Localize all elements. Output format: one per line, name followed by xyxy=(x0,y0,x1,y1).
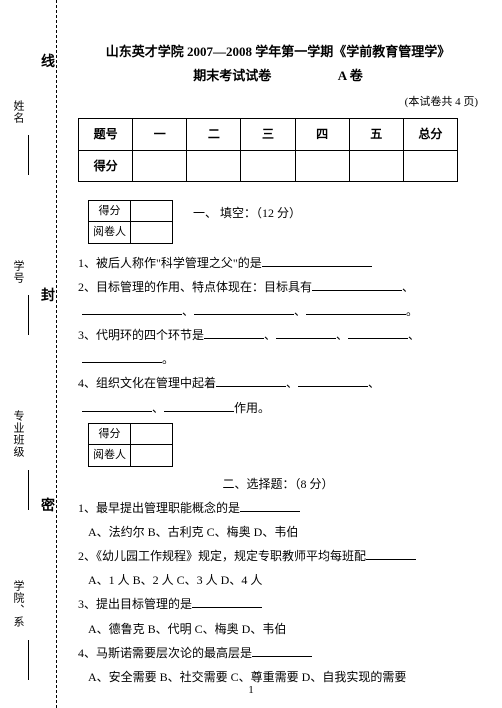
side-underline-sid xyxy=(28,295,29,335)
binding-margin: 线 封 密 姓名 学号 专业班级 学院、系 xyxy=(0,0,70,708)
mini-score-label: 得分 xyxy=(89,200,131,221)
mini-score-value xyxy=(131,200,173,221)
q1-line: 2、目标管理的作用、特点体现在：目标具有 、 xyxy=(78,276,478,298)
score-summary-table: 题号 一 二 三 四 五 总分 得分 xyxy=(78,118,458,181)
fill-blank xyxy=(262,255,372,267)
fill-blank xyxy=(348,327,408,339)
sep: 、 xyxy=(368,376,380,390)
q1-2-text: 2、目标管理的作用、特点体现在：目标具有 xyxy=(78,280,312,294)
sep: 、 xyxy=(408,328,420,342)
q1-4-text: 4、组织文化在管理中起着 xyxy=(78,376,216,390)
side-label-sid: 学号 xyxy=(10,260,26,284)
exam-title-line1: 山东英才学院 2007—2008 学年第一学期《学前教育管理学》 xyxy=(78,40,478,64)
q1-line: 、 作用。 xyxy=(78,397,478,419)
mini-marker-value xyxy=(131,222,173,243)
fill-blank xyxy=(82,400,152,412)
mini-marker-value xyxy=(131,445,173,466)
fill-blank xyxy=(194,303,294,315)
sep: 、 xyxy=(264,328,276,342)
score-row-head: 得分 xyxy=(79,150,133,181)
score-col-total: 总分 xyxy=(403,119,457,150)
q2-1-text: 1、最早提出管理职能概念的是 xyxy=(78,501,240,515)
exam-subtitle: 期末考试试卷 xyxy=(193,68,271,83)
exam-paper-code: A 卷 xyxy=(338,68,363,83)
score-cell xyxy=(403,150,457,181)
sep: 。 xyxy=(406,304,418,318)
section1-heading: 一、 填空：（12 分） xyxy=(193,202,301,224)
sep: 、 xyxy=(402,280,414,294)
main-content: 山东英才学院 2007—2008 学年第一学期《学前教育管理学》 期末考试试卷 … xyxy=(78,40,478,690)
q2-options: A、法约尔 B、古利克 C、梅奥 D、韦伯 xyxy=(78,521,478,543)
score-cell xyxy=(349,150,403,181)
mini-marker-label: 阅卷人 xyxy=(89,445,131,466)
seal-char-secret: 密 xyxy=(40,500,56,514)
fill-blank xyxy=(276,327,336,339)
side-label-name: 姓名 xyxy=(10,100,26,124)
section2-heading: 二、选择题：（8 分） xyxy=(78,473,478,495)
q1-line: 、 、 。 xyxy=(78,300,478,322)
q2-line: 3、提出目标管理的是 xyxy=(78,593,478,615)
sep: 。 xyxy=(162,352,174,366)
q2-options: A、德鲁克 B、代明 C、梅奥 D、韦伯 xyxy=(78,618,478,640)
side-label-dept: 学院、系 xyxy=(10,580,26,628)
sep: 作用。 xyxy=(234,401,270,415)
fill-blank xyxy=(252,645,312,657)
page-number: 1 xyxy=(0,684,502,696)
sep: 、 xyxy=(294,304,306,318)
score-cell xyxy=(241,150,295,181)
page-count-note: (本试卷共 4 页) xyxy=(78,92,478,112)
fill-blank xyxy=(192,596,262,608)
binding-dashed-line xyxy=(56,0,57,708)
q1-3-text: 3、代明环的四个环节是 xyxy=(78,328,204,342)
q1-line: 1、被后人称作"科学管理之父"的是 xyxy=(78,252,478,274)
fill-blank xyxy=(312,279,402,291)
score-col-4: 四 xyxy=(295,119,349,150)
exam-title-line2: 期末考试试卷 A 卷 xyxy=(78,64,478,88)
side-label-major: 专业班级 xyxy=(10,410,26,458)
mini-score-label: 得分 xyxy=(89,423,131,444)
section1-score-box: 得分 阅卷人 xyxy=(88,200,173,244)
q2-line: 2、《幼儿园工作规程》规定，规定专职教师平均每班配 xyxy=(78,545,478,567)
q2-3-text: 3、提出目标管理的是 xyxy=(78,597,192,611)
fill-blank xyxy=(204,327,264,339)
fill-blank xyxy=(82,351,162,363)
side-underline-major xyxy=(28,470,29,510)
seal-char-seal: 封 xyxy=(40,290,56,304)
side-underline-dept xyxy=(28,640,29,680)
section2-score-box: 得分 阅卷人 xyxy=(88,423,173,467)
fill-blank xyxy=(216,375,286,387)
q2-line: 4、马斯诺需要层次论的最高层是 xyxy=(78,642,478,664)
fill-blank xyxy=(164,400,234,412)
fill-blank xyxy=(366,548,416,560)
q1-line: 4、组织文化在管理中起着 、 、 xyxy=(78,372,478,394)
score-cell xyxy=(295,150,349,181)
sep: 、 xyxy=(152,401,164,415)
q2-4-text: 4、马斯诺需要层次论的最高层是 xyxy=(78,646,252,660)
score-col-1: 一 xyxy=(133,119,187,150)
seal-char-line: 线 xyxy=(40,56,56,70)
q1-line: 。 xyxy=(78,348,478,370)
side-underline-name xyxy=(28,135,29,175)
fill-blank xyxy=(82,303,182,315)
q2-line: 1、最早提出管理职能概念的是 xyxy=(78,497,478,519)
q1-line: 3、代明环的四个环节是 、 、 、 xyxy=(78,324,478,346)
sep: 、 xyxy=(182,304,194,318)
mini-score-value xyxy=(131,423,173,444)
fill-blank xyxy=(298,375,368,387)
q1-1-text: 1、被后人称作"科学管理之父"的是 xyxy=(78,256,262,270)
score-cell xyxy=(187,150,241,181)
score-cell xyxy=(133,150,187,181)
fill-blank xyxy=(306,303,406,315)
sep: 、 xyxy=(286,376,298,390)
score-col-3: 三 xyxy=(241,119,295,150)
score-col-5: 五 xyxy=(349,119,403,150)
score-col-head: 题号 xyxy=(79,119,133,150)
score-col-2: 二 xyxy=(187,119,241,150)
q2-options: A、1 人 B、2 人 C、3 人 D、4 人 xyxy=(78,569,478,591)
sep: 、 xyxy=(336,328,348,342)
fill-blank xyxy=(240,500,300,512)
mini-marker-label: 阅卷人 xyxy=(89,222,131,243)
q2-2-text: 2、《幼儿园工作规程》规定，规定专职教师平均每班配 xyxy=(78,549,366,563)
